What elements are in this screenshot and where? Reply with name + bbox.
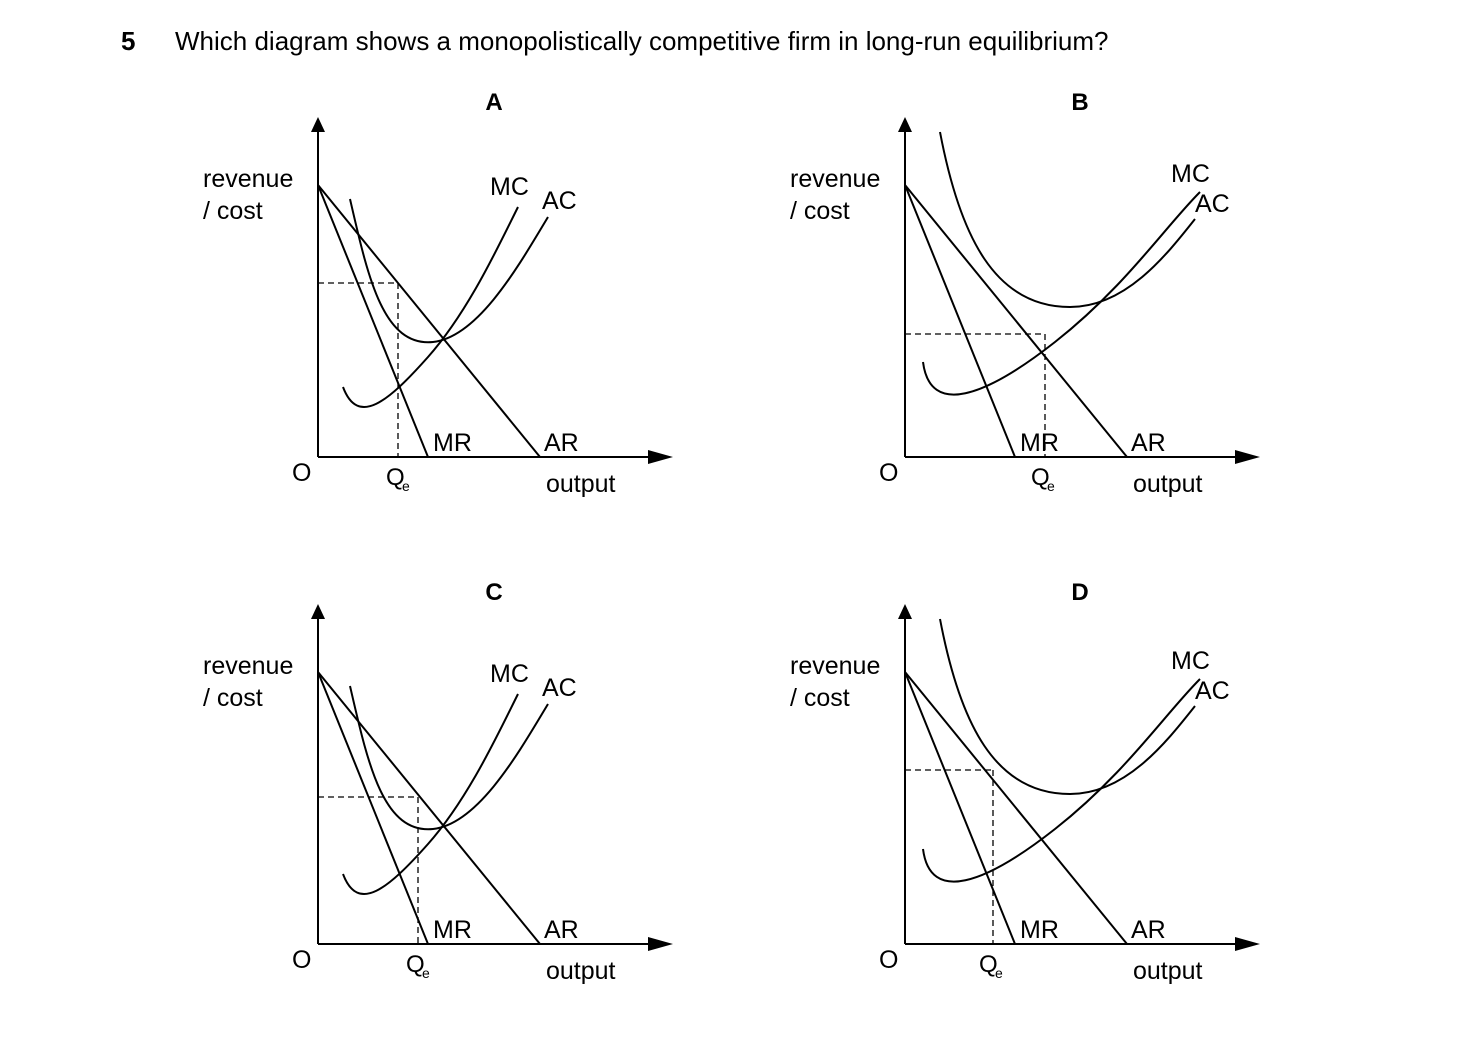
mc-curve: [342, 206, 519, 408]
qe-subscript: e: [402, 478, 410, 494]
mc-curve: [922, 191, 1201, 396]
qe-subscript: e: [995, 965, 1003, 981]
y-axis-arrow: [898, 117, 912, 132]
mr-curve: [904, 671, 1016, 945]
qe-label: Q: [406, 951, 425, 978]
ac-curve: [939, 131, 1196, 309]
y-axis-label-2: / cost: [203, 684, 263, 712]
ar-curve: [317, 671, 541, 945]
mr-label: MR: [433, 916, 472, 944]
mr-label: MR: [1020, 429, 1059, 457]
mr-label: MR: [1020, 916, 1059, 944]
mc-curve: [922, 678, 1201, 883]
origin-label: O: [292, 946, 311, 974]
origin-label: O: [879, 459, 898, 487]
mr-curve: [904, 184, 1016, 458]
y-axis-arrow: [898, 604, 912, 619]
ar-label: AR: [1131, 916, 1166, 944]
ac-label: AC: [1195, 190, 1230, 218]
option-label: C: [485, 579, 502, 606]
y-axis-arrow: [311, 117, 325, 132]
y-axis-arrow: [311, 604, 325, 619]
option-label: D: [1071, 579, 1088, 606]
y-axis-label: revenue: [203, 652, 293, 680]
option-label: B: [1071, 89, 1088, 116]
ac-label: AC: [542, 674, 577, 702]
ac-label: AC: [542, 187, 577, 215]
y-axis-label: revenue: [203, 165, 293, 193]
mr-curve: [317, 671, 429, 945]
x-axis-arrow: [648, 450, 673, 464]
x-axis-label: output: [1133, 957, 1203, 985]
mr-curve: [317, 184, 429, 458]
y-axis-label-2: / cost: [203, 197, 263, 225]
ac-curve: [939, 618, 1196, 796]
question-number: 5: [121, 26, 136, 56]
x-axis-arrow: [1235, 937, 1260, 951]
ac-label: AC: [1195, 677, 1230, 705]
y-axis-label: revenue: [790, 652, 880, 680]
ac-curve: [349, 198, 549, 344]
ac-curve: [349, 685, 549, 831]
ar-curve: [904, 671, 1128, 945]
origin-label: O: [292, 459, 311, 487]
qe-label: Q: [979, 951, 998, 978]
ar-curve: [904, 184, 1128, 458]
x-axis-label: output: [546, 470, 616, 498]
y-axis-label-2: / cost: [790, 684, 850, 712]
mc-label: MC: [490, 173, 529, 201]
ar-label: AR: [544, 916, 579, 944]
mc-label: MC: [1171, 160, 1210, 188]
x-axis-arrow: [1235, 450, 1260, 464]
x-axis-label: output: [546, 957, 616, 985]
mc-curve: [342, 693, 519, 895]
ar-curve: [317, 184, 541, 458]
y-axis-label: revenue: [790, 165, 880, 193]
mr-label: MR: [433, 429, 472, 457]
y-axis-label-2: / cost: [790, 197, 850, 225]
origin-label: O: [879, 946, 898, 974]
question-text: Which diagram shows a monopolistically c…: [175, 26, 1109, 56]
qe-subscript: e: [1047, 478, 1055, 494]
mc-label: MC: [1171, 647, 1210, 675]
ar-label: AR: [544, 429, 579, 457]
x-axis-label: output: [1133, 470, 1203, 498]
mc-label: MC: [490, 660, 529, 688]
x-axis-arrow: [648, 937, 673, 951]
option-label: A: [485, 89, 502, 116]
qe-label: Q: [386, 464, 405, 491]
qe-subscript: e: [422, 965, 430, 981]
ar-label: AR: [1131, 429, 1166, 457]
qe-label: Q: [1031, 464, 1050, 491]
